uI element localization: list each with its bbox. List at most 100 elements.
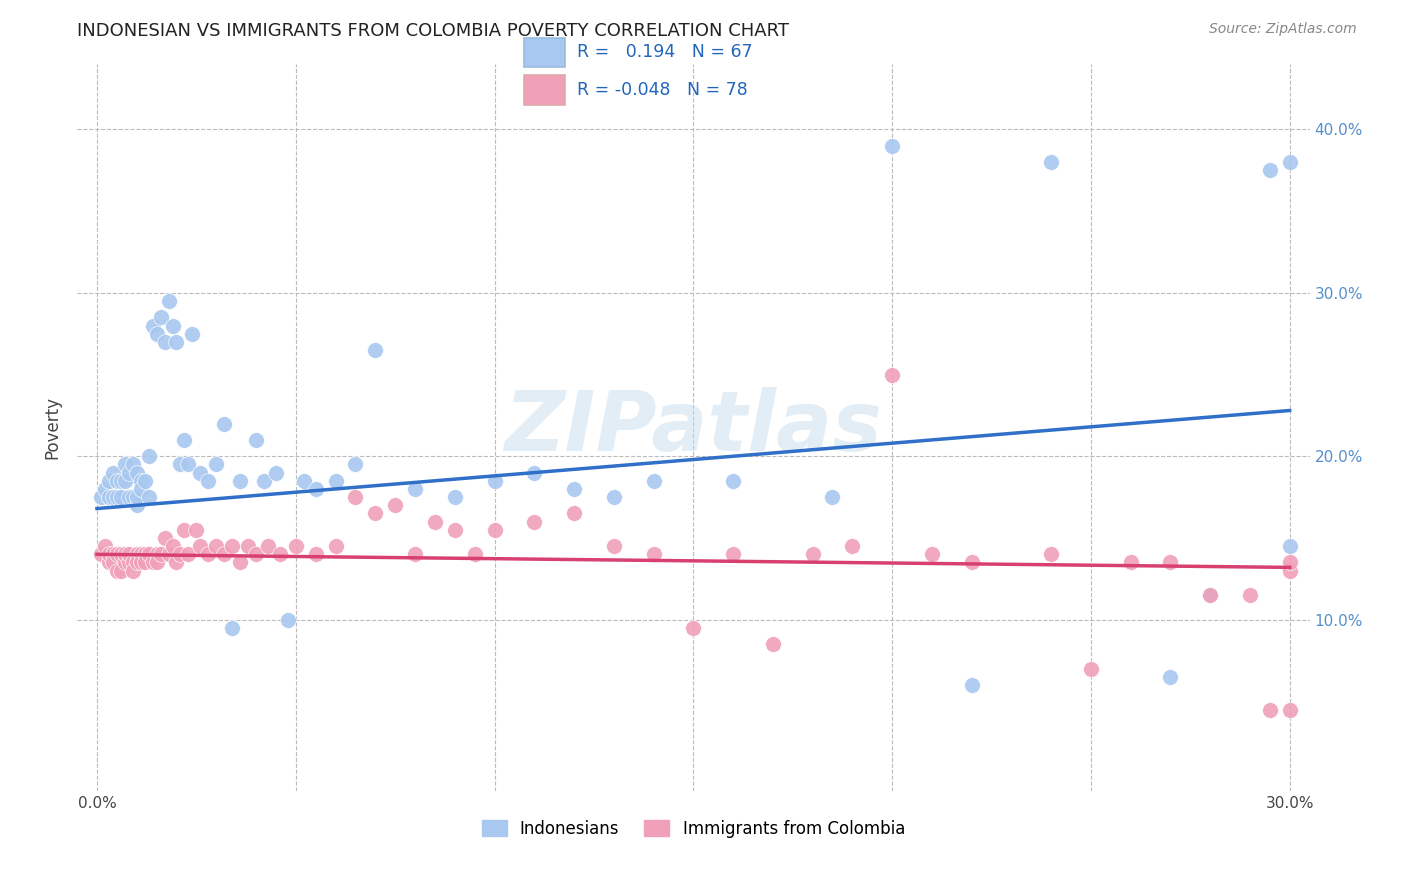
Point bbox=[177, 547, 200, 561]
Point bbox=[603, 539, 626, 553]
Point bbox=[205, 458, 228, 472]
Point bbox=[229, 474, 252, 488]
Point bbox=[114, 556, 136, 570]
Point bbox=[325, 539, 347, 553]
Point bbox=[142, 318, 165, 333]
Point bbox=[1080, 662, 1102, 676]
Point bbox=[762, 637, 785, 651]
Point bbox=[129, 547, 152, 561]
Point bbox=[880, 368, 903, 382]
Point bbox=[1278, 556, 1301, 570]
Point bbox=[257, 539, 280, 553]
Point bbox=[105, 474, 128, 488]
Point bbox=[181, 326, 204, 341]
Point bbox=[97, 556, 120, 570]
Point bbox=[801, 547, 824, 561]
Point bbox=[134, 556, 156, 570]
Point bbox=[212, 547, 235, 561]
Point bbox=[245, 547, 267, 561]
Point bbox=[101, 556, 124, 570]
Point bbox=[364, 343, 387, 357]
Point bbox=[384, 498, 406, 512]
Point bbox=[229, 556, 252, 570]
Point bbox=[186, 523, 208, 537]
Text: R = -0.048   N = 78: R = -0.048 N = 78 bbox=[576, 81, 747, 99]
Point bbox=[344, 458, 367, 472]
Point bbox=[1278, 702, 1301, 716]
Point bbox=[643, 547, 665, 561]
Point bbox=[484, 474, 506, 488]
Point bbox=[325, 474, 347, 488]
Point bbox=[138, 450, 160, 464]
Point bbox=[125, 547, 148, 561]
Text: R =   0.194   N = 67: R = 0.194 N = 67 bbox=[576, 44, 752, 62]
Point bbox=[110, 564, 132, 578]
Point bbox=[212, 417, 235, 431]
Point bbox=[101, 547, 124, 561]
Point bbox=[134, 474, 156, 488]
Point bbox=[269, 547, 291, 561]
Point bbox=[177, 458, 200, 472]
Point bbox=[145, 326, 167, 341]
Point bbox=[142, 556, 165, 570]
Text: Source: ZipAtlas.com: Source: ZipAtlas.com bbox=[1209, 22, 1357, 37]
Point bbox=[149, 310, 172, 325]
Point bbox=[821, 490, 844, 504]
Point bbox=[153, 531, 176, 545]
Point bbox=[110, 490, 132, 504]
Point bbox=[118, 490, 141, 504]
Point bbox=[169, 547, 191, 561]
Point bbox=[125, 556, 148, 570]
Point bbox=[464, 547, 486, 561]
Point bbox=[1040, 155, 1063, 169]
Point bbox=[364, 507, 387, 521]
Point bbox=[129, 482, 152, 496]
Point bbox=[129, 556, 152, 570]
Point bbox=[97, 474, 120, 488]
Point bbox=[145, 556, 167, 570]
Point bbox=[110, 474, 132, 488]
Text: ZIPatlas: ZIPatlas bbox=[505, 387, 882, 468]
Point bbox=[1278, 564, 1301, 578]
Y-axis label: Poverty: Poverty bbox=[44, 396, 60, 459]
Point bbox=[121, 556, 143, 570]
Point bbox=[284, 539, 307, 553]
Point bbox=[643, 474, 665, 488]
Point bbox=[205, 539, 228, 553]
Point bbox=[721, 474, 744, 488]
Point bbox=[110, 547, 132, 561]
Point bbox=[523, 515, 546, 529]
FancyBboxPatch shape bbox=[524, 76, 565, 105]
Point bbox=[153, 334, 176, 349]
Point bbox=[188, 539, 211, 553]
Point bbox=[125, 466, 148, 480]
Point bbox=[1278, 539, 1301, 553]
Point bbox=[960, 556, 983, 570]
Point bbox=[1199, 588, 1222, 602]
Point bbox=[523, 466, 546, 480]
Point bbox=[253, 474, 276, 488]
Point bbox=[721, 547, 744, 561]
Legend: Indonesians, Immigrants from Colombia: Indonesians, Immigrants from Colombia bbox=[475, 814, 911, 845]
Point bbox=[166, 334, 188, 349]
Point bbox=[169, 458, 191, 472]
Point bbox=[157, 547, 180, 561]
Point bbox=[188, 466, 211, 480]
Point bbox=[101, 466, 124, 480]
Point bbox=[221, 539, 243, 553]
Point bbox=[562, 507, 585, 521]
Point bbox=[114, 474, 136, 488]
Point bbox=[197, 547, 219, 561]
Point bbox=[166, 556, 188, 570]
Point bbox=[562, 482, 585, 496]
Point bbox=[121, 564, 143, 578]
Point bbox=[304, 547, 326, 561]
Text: INDONESIAN VS IMMIGRANTS FROM COLOMBIA POVERTY CORRELATION CHART: INDONESIAN VS IMMIGRANTS FROM COLOMBIA P… bbox=[77, 22, 789, 40]
Point bbox=[138, 490, 160, 504]
Point bbox=[157, 293, 180, 308]
Point bbox=[125, 498, 148, 512]
Point bbox=[443, 490, 465, 504]
Point bbox=[114, 547, 136, 561]
Point bbox=[94, 482, 117, 496]
Point bbox=[921, 547, 943, 561]
